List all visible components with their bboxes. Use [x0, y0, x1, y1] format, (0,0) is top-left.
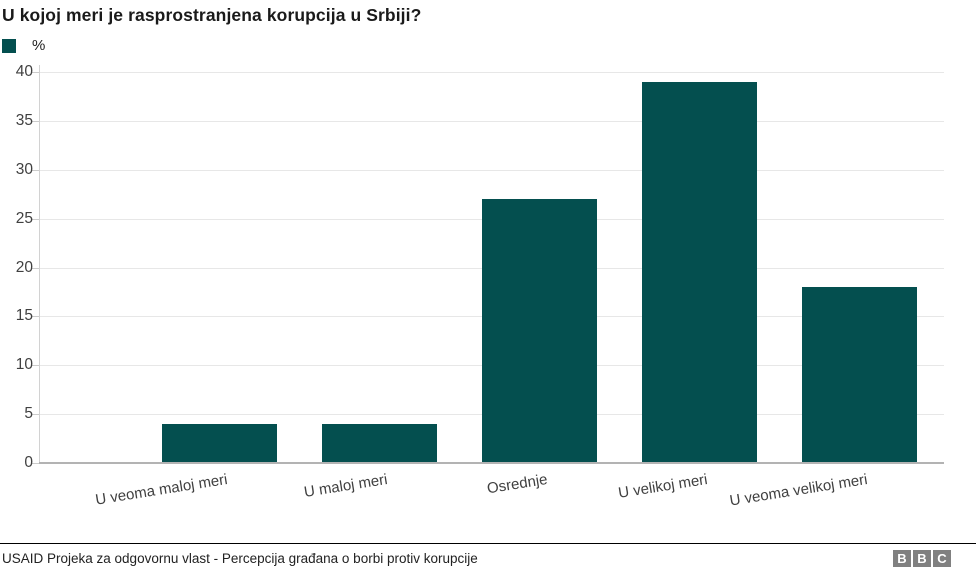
y-tick-15 [31, 316, 39, 317]
source-text: USAID Projeka za odgovornu vlast - Perce… [2, 551, 478, 566]
y-tick-30 [31, 170, 39, 171]
chart-title: U kojoj meri je rasprostranjena korupcij… [2, 5, 422, 25]
y-tick-5 [31, 414, 39, 415]
gridline-40 [39, 72, 944, 73]
y-tick-label-30: 30 [15, 161, 33, 178]
legend-swatch-icon [2, 39, 16, 53]
legend-label: % [32, 37, 46, 54]
y-tick-40 [31, 72, 39, 73]
y-tick-label-40: 40 [15, 63, 33, 80]
y-tick-label-15: 15 [15, 307, 33, 324]
y-tick-25 [31, 219, 39, 220]
bar-4 [642, 82, 757, 463]
x-tick-label-5: U veoma velikoj meri [728, 471, 869, 510]
bar-3 [482, 199, 597, 463]
gridline-30 [39, 170, 944, 171]
y-tick-10 [31, 365, 39, 366]
gridline-35 [39, 121, 944, 122]
y-tick-20 [31, 268, 39, 269]
bbc-logo-block-b2: B [913, 550, 931, 567]
bar-2 [322, 424, 437, 463]
y-tick-label-20: 20 [15, 259, 33, 276]
y-tick-0 [31, 463, 39, 464]
y-tick-label-5: 5 [24, 405, 33, 422]
bbc-logo-block-c: C [933, 550, 951, 567]
y-tick-35 [31, 121, 39, 122]
x-axis-zero-line [39, 462, 944, 464]
y-tick-label-0: 0 [24, 454, 33, 471]
y-tick-label-35: 35 [15, 112, 33, 129]
footer-divider [0, 543, 976, 544]
bbc-logo-block-b1: B [893, 550, 911, 567]
y-axis-line [39, 65, 40, 463]
bbc-logo: B B C [893, 550, 951, 567]
bar-5 [802, 287, 917, 463]
bar-1 [162, 424, 277, 463]
y-tick-label-10: 10 [15, 356, 33, 373]
y-tick-label-25: 25 [15, 210, 33, 227]
